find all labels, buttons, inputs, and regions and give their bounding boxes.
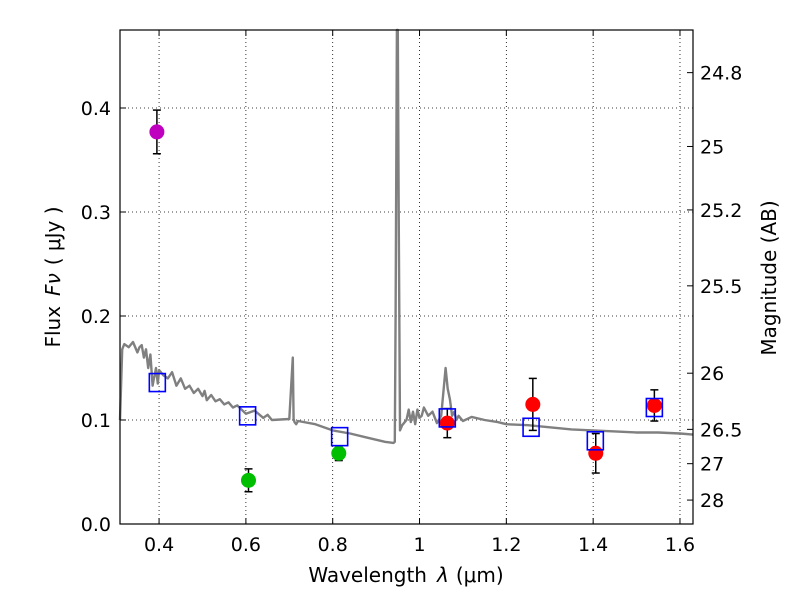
y2-tick-label: 24.8	[700, 63, 742, 85]
y2-tick-label: 28	[700, 490, 724, 512]
y2-tick-label: 25	[700, 136, 724, 158]
y2-tick-label: 26	[700, 363, 724, 385]
plot-area	[118, 28, 694, 493]
x-axis-label: Wavelength λ (μm)	[308, 563, 503, 587]
y2-axis-label: Magnitude (AB)	[757, 200, 781, 355]
data-point-observed-red	[646, 397, 662, 413]
x-tick-label: 1.2	[491, 534, 521, 556]
model-square-marker	[645, 397, 664, 418]
model-square-marker	[148, 372, 167, 393]
y-axis-label: FluxFν( μJy )	[41, 206, 65, 347]
y2-tick-label: 25.5	[700, 276, 742, 298]
y-tick-label: 0.0	[81, 514, 111, 536]
x-tick-label: 0.6	[231, 534, 261, 556]
data-point-observed-green	[240, 472, 256, 488]
data-point-observed-green	[331, 445, 347, 461]
plot-frame	[119, 29, 694, 525]
ticks: 0.4 0.6 0.8 1 1.2 1.4 1.6 0.0 0.1 0.2 0.3 0.4 24.8 25…	[81, 30, 742, 556]
data-point-observed-purple	[149, 124, 165, 140]
y-tick-label: 0.1	[81, 410, 111, 432]
x-tick-label: 0.4	[144, 534, 174, 556]
data-point-observed-red	[588, 445, 604, 461]
data-point-observed-red	[525, 396, 541, 412]
x-tick-label: 1.4	[578, 534, 608, 556]
x-tick-label: 0.8	[318, 534, 348, 556]
y-tick-label: 0.3	[81, 202, 111, 224]
y2-tick-label: 26.5	[700, 419, 742, 441]
y-tick-label: 0.2	[81, 306, 111, 328]
model-square-marker	[586, 430, 605, 451]
x-tick-label: 1.6	[665, 534, 695, 556]
y-tick-label: 0.4	[81, 98, 111, 120]
x-tick-label: 1	[413, 534, 425, 556]
y2-tick-label: 25.2	[700, 200, 742, 222]
data-point-observed-red	[439, 415, 455, 431]
model-square-marker	[238, 406, 257, 426]
model-square-marker	[438, 408, 457, 428]
model-square-marker	[330, 426, 349, 447]
y2-tick-label: 27	[700, 454, 724, 476]
model-square-marker	[522, 417, 540, 438]
